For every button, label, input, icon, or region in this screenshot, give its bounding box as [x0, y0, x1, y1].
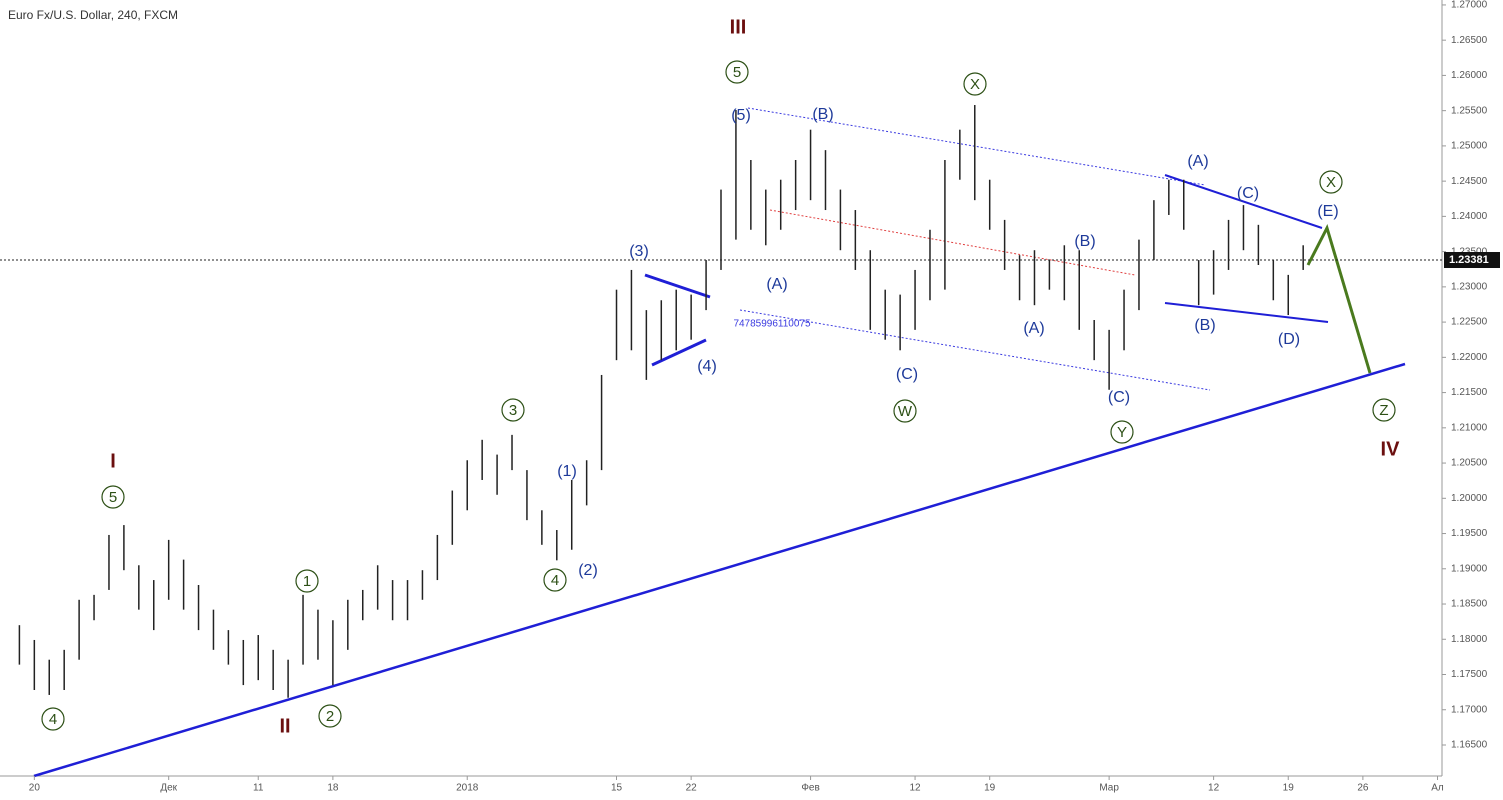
- projection-path: [1306, 223, 1372, 374]
- wave-label: (C): [896, 366, 918, 383]
- x-tick-label: Фев: [801, 783, 819, 794]
- y-tick-label: 1.17500: [1451, 669, 1488, 680]
- wave-label: X: [1326, 174, 1336, 191]
- x-tick-label: 19: [984, 783, 996, 794]
- wave-circle: [893, 399, 917, 423]
- wave-circle: [318, 704, 342, 728]
- wave-label: (A): [1187, 153, 1208, 170]
- channel-line: [747, 107, 1206, 186]
- wave-circle: [295, 569, 319, 593]
- triangle-line: [1164, 174, 1323, 229]
- y-tick-label: 1.24500: [1451, 176, 1488, 187]
- y-tick-label: 1.17000: [1451, 704, 1488, 715]
- y-tick-label: 1.25500: [1451, 105, 1488, 116]
- wave-label: III: [730, 16, 747, 38]
- wave-label: (A): [1023, 320, 1044, 337]
- wave-label: (3): [629, 243, 649, 260]
- x-tick-label: 2018: [456, 783, 479, 794]
- y-tick-label: 1.24000: [1451, 211, 1488, 222]
- x-tick-label: 20: [29, 783, 41, 794]
- wave-label: 5: [733, 64, 741, 81]
- channel-line: [739, 309, 1211, 391]
- wave-label: (A): [766, 276, 787, 293]
- wave-label: 4: [49, 711, 57, 728]
- chart-title: Euro Fx/U.S. Dollar, 240, FXCM: [8, 8, 178, 22]
- wave-label: (D): [1278, 331, 1300, 348]
- wave-label: Y: [1117, 424, 1127, 441]
- wave-label: 2: [326, 708, 334, 725]
- y-tick-label: 1.22000: [1451, 352, 1488, 363]
- wave-label: X: [970, 76, 980, 93]
- wave-label: 5: [109, 489, 117, 506]
- y-tick-label: 1.20500: [1451, 458, 1488, 469]
- x-tick-label: 19: [1283, 783, 1295, 794]
- wave-circle: [1319, 170, 1343, 194]
- y-tick-label: 1.27000: [1451, 0, 1488, 11]
- y-tick-label: 1.20000: [1451, 493, 1488, 504]
- x-tick-label: 11: [253, 783, 264, 794]
- y-tick-label: 1.22500: [1451, 317, 1488, 328]
- x-tick-label: 12: [909, 783, 921, 794]
- last-price-label: 1.23381: [1449, 254, 1489, 266]
- wave-label: 74785996110075: [733, 319, 811, 330]
- wave-label: 3: [509, 402, 517, 419]
- wave-label: Z: [1379, 402, 1388, 419]
- y-tick-label: 1.18000: [1451, 634, 1488, 645]
- drawings: [33, 107, 1406, 778]
- wave-label: (C): [1237, 185, 1259, 202]
- y-tick-label: 1.21000: [1451, 422, 1488, 433]
- wave-label: (B): [1194, 317, 1215, 334]
- y-tick-label: 1.21500: [1451, 387, 1488, 398]
- wave-label: (C): [1108, 389, 1130, 406]
- wave-label: (4): [697, 358, 717, 375]
- wave-label: (B): [1074, 233, 1095, 250]
- wave-label: IV: [1381, 438, 1401, 460]
- x-tick-label: Мар: [1099, 783, 1119, 794]
- y-tick-label: 1.19500: [1451, 528, 1488, 539]
- x-tick-label: 22: [686, 783, 698, 794]
- x-tick-label: 26: [1357, 783, 1369, 794]
- channel-midline: [769, 209, 1136, 276]
- wave-label: II: [279, 715, 290, 737]
- wave-circle: [963, 72, 987, 96]
- x-tick-label: Дек: [160, 783, 177, 794]
- wave-label: (E): [1317, 203, 1338, 220]
- x-tick-label: 15: [611, 783, 623, 794]
- triangle-line: [1164, 302, 1329, 323]
- y-tick-label: 1.26000: [1451, 70, 1488, 81]
- wave-label: (5): [731, 107, 751, 124]
- triangle-line: [651, 338, 707, 367]
- wave-circle: [543, 568, 567, 592]
- x-tick-label: 12: [1208, 783, 1220, 794]
- wave-label: (2): [578, 562, 598, 579]
- wave-label: I: [110, 450, 116, 472]
- wave-label: W: [898, 403, 913, 420]
- x-tick-label: 18: [327, 783, 339, 794]
- wave-label: (B): [812, 106, 833, 123]
- wave-circle: [501, 398, 525, 422]
- wave-label: 4: [551, 572, 559, 589]
- x-tick-label: Ал: [1431, 783, 1444, 794]
- y-tick-label: 1.16500: [1451, 740, 1488, 751]
- wave-circle: [725, 60, 749, 84]
- wave-label: 1: [303, 573, 311, 590]
- trend-line: [33, 362, 1406, 778]
- wave-circle: [1372, 398, 1396, 422]
- wave-circle: [41, 707, 65, 731]
- y-tick-label: 1.19000: [1451, 563, 1488, 574]
- wave-label: (1): [557, 463, 577, 480]
- y-tick-label: 1.26500: [1451, 35, 1488, 46]
- y-tick-label: 1.23000: [1451, 281, 1488, 292]
- y-tick-label: 1.18500: [1451, 599, 1488, 610]
- wave-circle: [1110, 420, 1134, 444]
- triangle-line: [644, 273, 711, 299]
- last-price-box: [1444, 252, 1500, 269]
- wave-circle: [101, 485, 125, 509]
- y-tick-label: 1.25000: [1451, 141, 1488, 152]
- y-tick-label: 1.23500: [1451, 246, 1488, 257]
